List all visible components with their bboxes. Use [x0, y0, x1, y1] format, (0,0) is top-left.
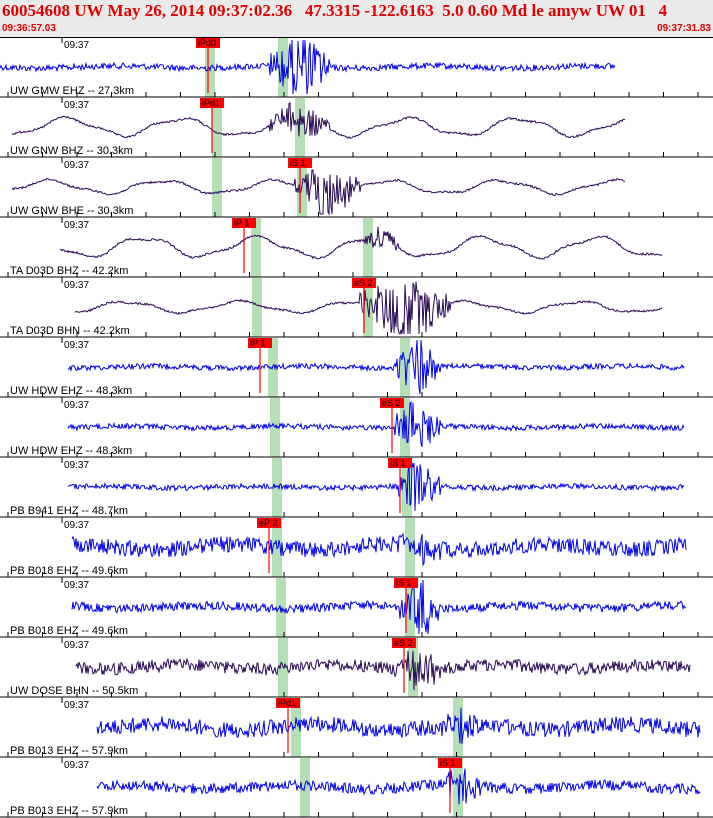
pick-label: eP 2 — [259, 518, 277, 528]
event-header: 60054608 UW May 26, 2014 09:37:02.36 47.… — [0, 0, 713, 37]
pick-label: eS 2 — [354, 278, 373, 288]
waveform-trace — [67, 462, 685, 511]
waveform-trace — [11, 102, 626, 139]
trace-time-label: 09:37 — [64, 520, 89, 531]
phase-highlight-band — [278, 38, 288, 97]
trace-time-label: 09:37 — [64, 460, 89, 471]
trace-time-label: 09:37 — [64, 640, 89, 651]
pick-label: iP 1 — [234, 218, 249, 228]
pick-label-box[interactable] — [288, 158, 312, 168]
phase-highlight-band — [295, 98, 305, 157]
waveform-trace — [0, 39, 616, 95]
pick-label: iS 1 — [440, 758, 456, 768]
pick-label-box[interactable] — [232, 218, 256, 228]
pick-label: eS 2 — [382, 398, 401, 408]
waveform-trace — [74, 281, 663, 335]
phase-highlight-band — [363, 218, 373, 277]
pick-label-box[interactable] — [257, 518, 281, 528]
trace-time-label: 09:37 — [64, 580, 89, 591]
trace-time-label: 09:37 — [64, 40, 89, 51]
station-label: UW HDW EHZ -- 48.3km — [10, 385, 132, 397]
waveform-trace — [67, 401, 685, 448]
phase-highlight-band — [405, 578, 415, 637]
station-label: UW HDW EHZ -- 48.3km — [10, 445, 132, 457]
pick-label: iS 1 — [290, 158, 306, 168]
trace-time-label: 09:37 — [64, 700, 89, 711]
phase-highlight-band — [276, 578, 286, 637]
waveform-trace — [96, 768, 701, 805]
station-label: PB B018 EHZ -- 49.6km — [10, 565, 128, 577]
station-label: UW DOSE BHN -- 50.5km — [10, 685, 138, 697]
time-start-label: 09:36:57.03 — [2, 23, 56, 34]
pick-label: iPd1 — [202, 98, 220, 108]
pick-label: iS 1 — [390, 458, 406, 468]
phase-highlight-band — [402, 458, 412, 517]
station-label: PB B018 EHZ -- 49.6km — [10, 625, 128, 637]
phase-highlight-band — [453, 698, 463, 757]
trace-time-label: 09:37 — [64, 280, 89, 291]
seismogram-panel[interactable]: iPd0 09:37 UW GMW EHZ -- 27.3km iPd1 09:37 UW… — [0, 37, 713, 818]
pick-label-box[interactable] — [438, 758, 462, 768]
waveform-trace — [71, 579, 687, 635]
trace-time-label: 09:37 — [64, 340, 89, 351]
pick-label: iPd0 — [198, 38, 216, 48]
trace-time-label: 09:37 — [64, 760, 89, 771]
time-end-label: 09:37:31.83 — [657, 23, 711, 34]
pick-label-box[interactable] — [388, 458, 412, 468]
phase-highlight-band — [268, 338, 278, 397]
phase-highlight-band — [212, 158, 222, 217]
station-label: UW GNW BHZ -- 30.3km — [10, 145, 133, 157]
trace-time-label: 09:37 — [64, 400, 89, 411]
pick-label-box[interactable] — [248, 338, 272, 348]
pick-label: iP 1 — [250, 338, 265, 348]
pick-label-box[interactable] — [394, 578, 418, 588]
phase-highlight-band — [251, 218, 261, 277]
pick-label: iS 1 — [396, 578, 412, 588]
waveform-trace — [75, 650, 691, 691]
pick-label-box[interactable] — [392, 638, 416, 648]
phase-highlight-band — [212, 98, 222, 157]
phase-highlight-band — [205, 38, 215, 97]
waveform-trace — [11, 169, 625, 216]
trace-time-label: 09:37 — [64, 220, 89, 231]
station-label: UW GNW BHE -- 30.3km — [10, 205, 133, 217]
phase-highlight-band — [252, 278, 262, 337]
station-label: TA D03D BHZ -- 42.2km — [10, 265, 128, 277]
event-title: 60054608 UW May 26, 2014 09:37:02.36 47.… — [2, 1, 668, 20]
waveform-trace — [67, 339, 685, 395]
waveform-trace — [96, 707, 701, 744]
station-label: PB B013 EHZ -- 57.9km — [10, 805, 128, 817]
pick-label-box[interactable] — [380, 398, 404, 408]
waveform-trace — [71, 532, 687, 567]
pick-label: eS 2 — [394, 638, 413, 648]
trace-time-label: 09:37 — [64, 160, 89, 171]
pick-label-box[interactable] — [352, 278, 376, 288]
station-label: TA D03D BHN -- 42.2km — [10, 325, 130, 337]
pick-label: iPd1 — [278, 698, 296, 708]
pick-label-box[interactable] — [196, 38, 220, 48]
pick-label-box[interactable] — [276, 698, 300, 708]
phase-highlight-band — [300, 758, 310, 817]
station-label: PB B941 EHZ -- 48.7km — [10, 505, 128, 517]
station-label: PB B013 EHZ -- 57.9km — [10, 745, 128, 757]
phase-highlight-band — [291, 698, 301, 757]
station-label: UW GMW EHZ -- 27.3km — [10, 85, 134, 97]
pick-label-box[interactable] — [200, 98, 224, 108]
waveform-trace — [59, 226, 663, 260]
trace-time-label: 09:37 — [64, 100, 89, 111]
